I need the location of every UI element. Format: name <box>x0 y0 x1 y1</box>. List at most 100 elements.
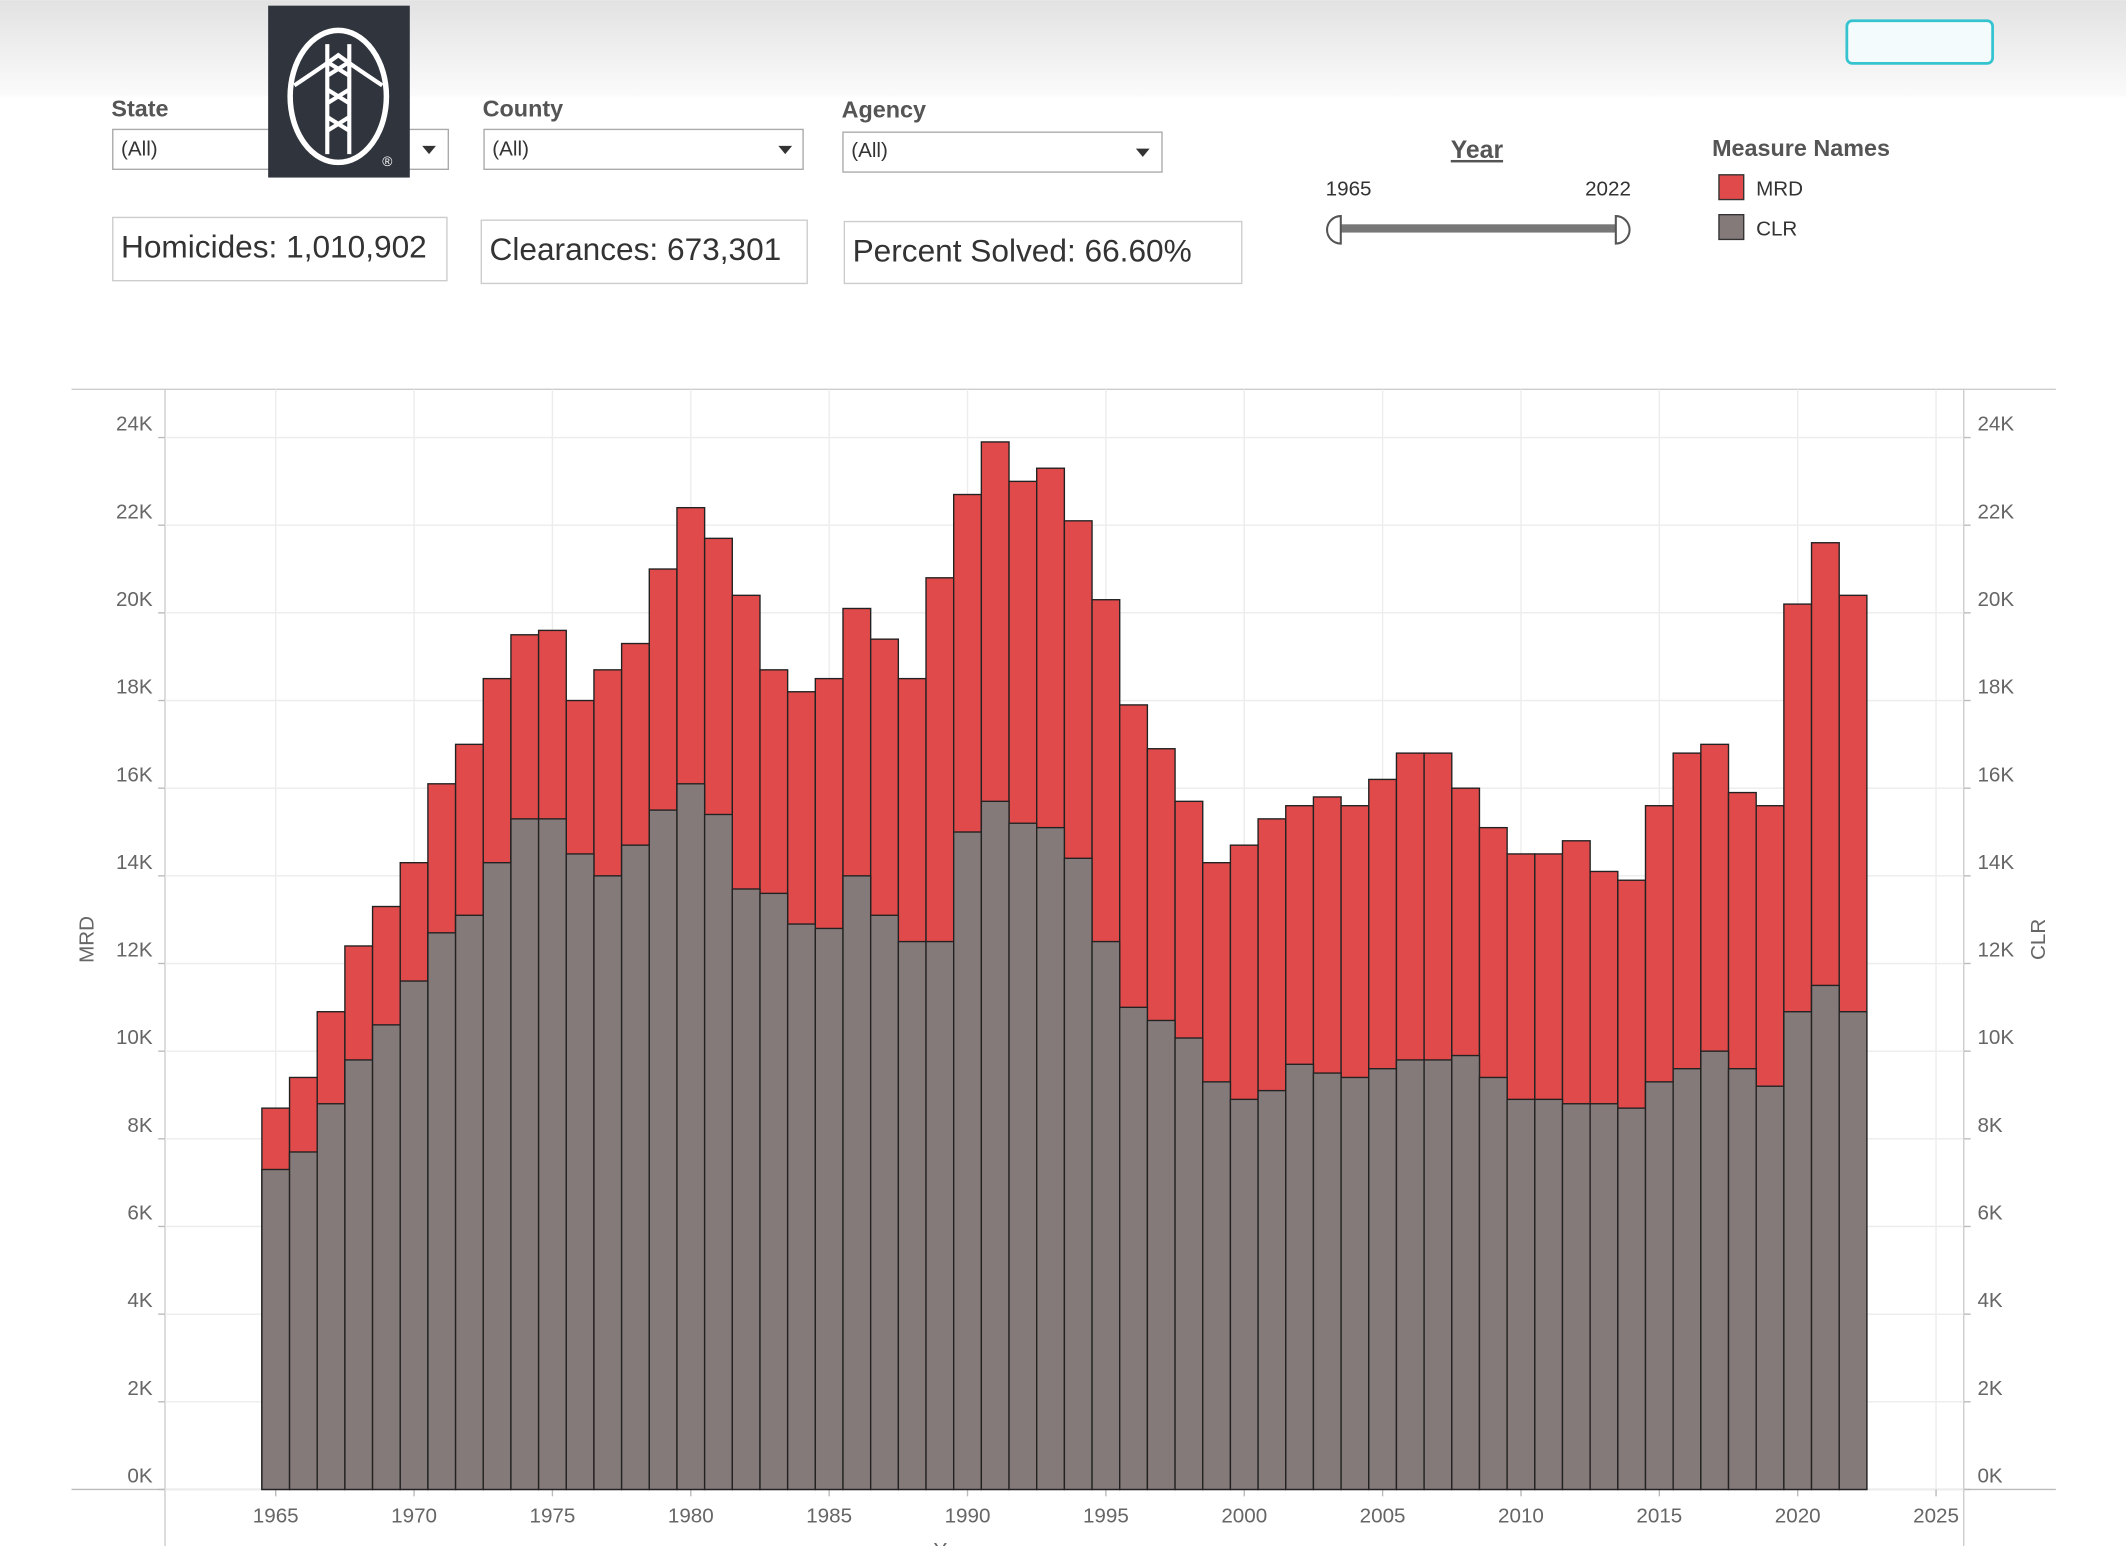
y-axis-title: MRD <box>75 916 98 963</box>
bar <box>1783 1011 1813 1491</box>
bar <box>925 940 955 1491</box>
bar <box>869 914 900 1491</box>
x-tick-label: 1970 <box>391 1504 437 1527</box>
bar <box>1257 1089 1287 1491</box>
bar <box>1229 1098 1259 1491</box>
dropdown-arrow <box>422 145 436 155</box>
x-tick-label: 1990 <box>945 1504 991 1527</box>
dropdown-value: (All) <box>492 138 529 161</box>
bar <box>1395 1059 1425 1491</box>
y-tick-label: 10K <box>116 1026 153 1049</box>
bar <box>1506 1098 1536 1491</box>
y2-tick-label: 12K <box>1977 939 2014 962</box>
bar <box>316 1103 346 1491</box>
bar <box>1119 1006 1149 1491</box>
y2-tick-label: 2K <box>1977 1377 2002 1400</box>
bar <box>1810 984 1840 1491</box>
bar <box>427 932 457 1491</box>
dropdown[interactable] <box>842 131 1163 173</box>
x-tick-label: 1980 <box>668 1504 714 1527</box>
bar <box>1063 857 1093 1491</box>
y-tick-label: 24K <box>116 413 153 436</box>
bar <box>676 783 706 1491</box>
bar <box>1672 1068 1702 1491</box>
bar <box>1368 1068 1398 1491</box>
legend-swatch <box>1718 213 1745 241</box>
bar <box>1561 1103 1591 1491</box>
y-tick-label: 2K <box>127 1377 152 1400</box>
y-tick-label: 0K <box>127 1465 152 1488</box>
bar <box>1423 1059 1453 1491</box>
bar <box>620 844 650 1491</box>
bar <box>1755 1085 1785 1491</box>
x-tick-label: 1995 <box>1083 1504 1129 1527</box>
y-tick-label: 14K <box>116 851 153 874</box>
slider-title: Year <box>1451 137 1504 164</box>
bar <box>1700 1050 1730 1491</box>
filter-label: Agency <box>842 97 926 123</box>
bar <box>703 813 733 1491</box>
bar <box>1174 1037 1204 1491</box>
slider-handle[interactable] <box>1326 215 1342 245</box>
bar <box>1091 940 1121 1491</box>
legend: MRD CLR <box>1718 174 1803 241</box>
y2-tick-label: 18K <box>1977 676 2014 699</box>
x-tick-label: 2020 <box>1775 1504 1821 1527</box>
bar <box>1146 1019 1176 1491</box>
slider-end: 2022 <box>1585 177 1631 200</box>
bar <box>537 818 567 1491</box>
dropdown[interactable] <box>483 128 804 170</box>
y-tick-label: 16K <box>116 763 153 786</box>
bar <box>1312 1072 1342 1491</box>
y-tick-label: 20K <box>116 588 153 611</box>
bar <box>510 818 540 1491</box>
y2-tick-label: 14K <box>1977 851 2014 874</box>
kpi-box <box>480 219 808 285</box>
chart: 0K 2K 4K 6K 8K 10K 12K 14K 16K 18K 20K 22K 24K 0K 2K 4K… <box>71 388 2056 1546</box>
slider-start: 1965 <box>1326 177 1372 200</box>
kpi-box <box>112 216 448 282</box>
bar <box>1838 1011 1868 1491</box>
bar <box>814 927 844 1491</box>
bar <box>1644 1081 1674 1491</box>
bar <box>1008 822 1038 1491</box>
y2-tick-label: 4K <box>1977 1289 2002 1312</box>
x-tick-label: 2005 <box>1360 1504 1406 1527</box>
dropdown-arrow <box>778 145 793 155</box>
y-tick-label: 12K <box>116 939 153 962</box>
dropdown-value: (All) <box>121 138 158 161</box>
dropdown-value: (All) <box>851 139 888 162</box>
bar <box>1589 1103 1619 1491</box>
bar <box>261 1168 291 1491</box>
x-tick-label: 2010 <box>1498 1504 1544 1527</box>
bar <box>288 1151 318 1491</box>
y2-tick-label: 20K <box>1977 588 2014 611</box>
x-tick-label: 1975 <box>530 1504 576 1527</box>
bar <box>482 862 512 1491</box>
y2-tick-label: 0K <box>1977 1465 2002 1488</box>
legend-label: CLR <box>1756 217 1797 240</box>
y-tick-label: 18K <box>116 676 153 699</box>
bar <box>786 923 817 1491</box>
bar <box>593 875 623 1491</box>
bar <box>1451 1054 1481 1491</box>
kpi-homicides: Homicides: 1,010,902 <box>121 228 427 264</box>
x-tick-label: 2015 <box>1636 1504 1682 1527</box>
bar <box>648 809 678 1491</box>
bar <box>371 1024 401 1491</box>
bar <box>1340 1076 1370 1491</box>
bar <box>1202 1081 1232 1491</box>
slider-handle[interactable] <box>1614 215 1631 245</box>
bar <box>1727 1068 1757 1491</box>
bar <box>454 914 484 1491</box>
y2-tick-label: 24K <box>1977 413 2014 436</box>
logo: ® <box>268 5 410 178</box>
data-button[interactable] <box>1845 19 1994 65</box>
slider-track <box>1333 224 1623 233</box>
filter-label: State <box>111 95 168 121</box>
dropdown-arrow <box>1135 148 1150 157</box>
svg-text:®: ® <box>382 154 392 169</box>
y-tick-label: 22K <box>116 500 153 523</box>
y-tick-label: 6K <box>127 1202 152 1225</box>
bar <box>759 892 789 1491</box>
